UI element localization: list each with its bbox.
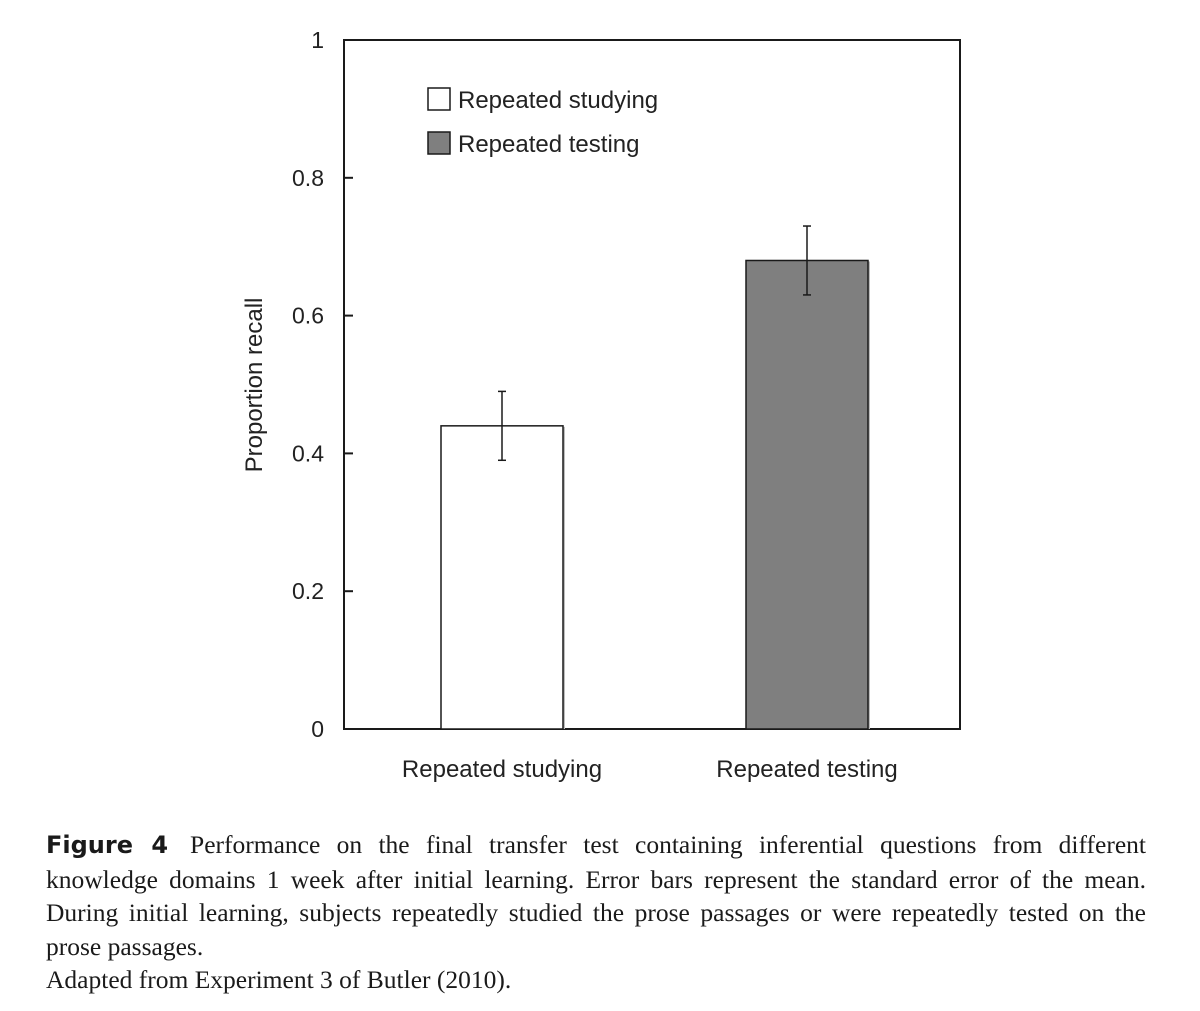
legend-label: Repeated testing	[458, 131, 639, 158]
y-tick-label: 0.4	[292, 440, 324, 466]
legend-label: Repeated studying	[458, 87, 658, 114]
legend-swatch	[427, 131, 451, 155]
plot-frame	[343, 39, 961, 730]
figure-label: Figure 4	[46, 831, 169, 859]
x-category-label: Repeated testing	[716, 756, 897, 783]
bar	[440, 425, 564, 730]
y-axis-label: Proportion recall	[241, 298, 268, 473]
bar-chart: 0 0.2 0.4 0.6 0.8 1 Repeated studying Repeated…	[241, 27, 961, 783]
figure-caption: Figure 4 Performance on the final transfe…	[46, 828, 1146, 997]
legend-swatch	[427, 87, 451, 111]
y-tick-label: 0.2	[292, 578, 324, 604]
y-tick-label: 0.8	[292, 165, 324, 191]
caption-text: Performance on the final transfer test c…	[46, 830, 1146, 961]
x-category-label: Repeated studying	[402, 756, 602, 783]
y-tick-label: 0	[311, 716, 324, 742]
y-tick-label: 0.6	[292, 303, 324, 329]
caption-source: Adapted from Experiment 3 of Butler (201…	[46, 965, 512, 994]
y-tick-label: 1	[311, 27, 324, 53]
bar	[745, 259, 869, 730]
